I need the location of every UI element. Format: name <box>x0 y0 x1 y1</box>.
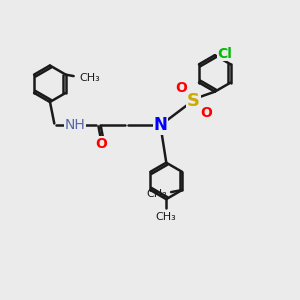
Text: CH₃: CH₃ <box>146 189 167 199</box>
Text: O: O <box>200 106 212 120</box>
Text: CH₃: CH₃ <box>79 73 100 82</box>
Text: Cl: Cl <box>218 47 232 61</box>
Text: O: O <box>175 81 187 95</box>
Text: O: O <box>95 137 107 151</box>
Text: S: S <box>187 92 200 110</box>
Text: N: N <box>153 116 167 134</box>
Text: NH: NH <box>64 118 85 132</box>
Text: CH₃: CH₃ <box>156 212 177 222</box>
